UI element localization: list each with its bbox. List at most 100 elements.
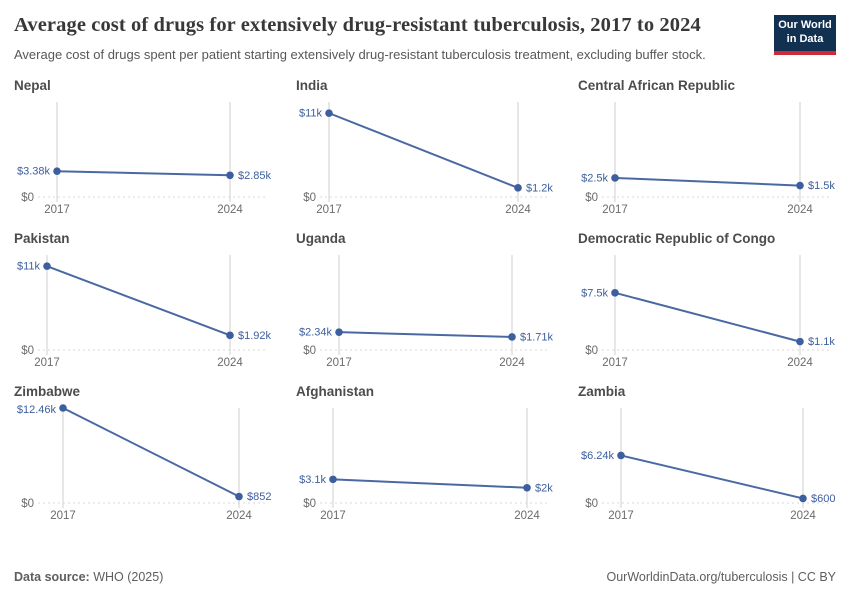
panel-title: Zimbabwe <box>14 384 81 400</box>
x-tick-2017: 2017 <box>34 357 60 369</box>
data-point-2017 <box>325 109 333 118</box>
y-axis-zero-label: $0 <box>303 498 316 510</box>
value-label-2024: $1.92k <box>238 330 272 342</box>
value-label-2024: $1.2k <box>526 183 553 195</box>
x-tick-2017: 2017 <box>326 357 352 369</box>
data-point-2024 <box>235 492 243 501</box>
chart-panel-afghanistan: Afghanistan $0 2017 2024 $3.1k $2k <box>296 384 554 526</box>
chart-panel-india: India $0 2017 2024 $11k $1.2k <box>296 78 554 220</box>
data-point-2017 <box>611 289 619 297</box>
series-line <box>338 331 513 339</box>
x-tick-2024: 2024 <box>217 357 243 369</box>
series-line <box>62 407 240 498</box>
series-line <box>614 177 801 187</box>
value-label-2024: $2.85k <box>238 170 272 182</box>
chart-panel-pakistan: Pakistan $0 2017 2024 $11k $1.92k <box>14 231 272 373</box>
x-tick-2017: 2017 <box>608 510 634 522</box>
value-label-2024: $1.5k <box>808 180 835 192</box>
chart-panel-zimbabwe: Zimbabwe $0 2017 2024 $12.46k $852 <box>14 384 272 526</box>
series-line <box>46 265 231 337</box>
x-tick-2017: 2017 <box>50 510 76 522</box>
small-multiples-grid: Nepal $0 2017 2024 $3.38k $2.85k India $0 2017 20… <box>0 78 850 526</box>
panel-plot-zambia: $0 2017 2024 $6.24k $600 <box>581 408 835 522</box>
y-axis-zero-label: $0 <box>21 498 34 510</box>
data-point-2017 <box>59 404 67 413</box>
value-label-2017: $12.46k <box>17 404 57 416</box>
data-point-2024 <box>799 494 807 503</box>
data-point-2024 <box>796 338 804 346</box>
owid-logo: Our World in Data <box>774 15 836 55</box>
value-label-2024: $1.71k <box>520 332 554 344</box>
y-axis-zero-label: $0 <box>303 192 316 204</box>
x-tick-2024: 2024 <box>787 357 813 369</box>
x-tick-2017: 2017 <box>602 357 628 369</box>
panel-title: Zambia <box>578 384 626 400</box>
x-tick-2024: 2024 <box>787 204 813 216</box>
value-label-2017: $3.38k <box>17 166 51 178</box>
x-tick-2024: 2024 <box>499 357 525 369</box>
x-tick-2017: 2017 <box>44 204 70 216</box>
x-tick-2024: 2024 <box>217 204 243 216</box>
data-source-label: Data source: <box>14 570 90 584</box>
panel-plot-zimbabwe: $0 2017 2024 $12.46k $852 <box>17 404 272 522</box>
series-line <box>56 170 231 177</box>
panel-title: Afghanistan <box>296 384 375 400</box>
data-source-value: WHO (2025) <box>89 570 164 584</box>
x-tick-2024: 2024 <box>226 510 252 522</box>
chart-footer: Data source: WHO (2025) OurWorldinData.o… <box>0 562 850 600</box>
x-tick-2017: 2017 <box>316 204 342 216</box>
x-tick-2017: 2017 <box>320 510 346 522</box>
value-label-2024: $2k <box>535 482 553 494</box>
data-point-2017 <box>617 451 625 460</box>
y-axis-zero-label: $0 <box>585 498 598 510</box>
value-label-2017: $7.5k <box>581 288 608 300</box>
panel-title: India <box>296 78 328 94</box>
data-point-2024 <box>796 181 804 190</box>
data-point-2024 <box>226 331 234 340</box>
chart-header: Average cost of drugs for extensively dr… <box>0 0 850 62</box>
chart-panel-zambia: Zambia $0 2017 2024 $6.24k $600 <box>578 384 836 526</box>
panel-plot-nepal: $0 2017 2024 $3.38k $2.85k <box>17 102 272 216</box>
value-label-2017: $2.5k <box>581 173 608 185</box>
value-label-2024: $1.1k <box>808 336 835 348</box>
data-point-2024 <box>226 171 234 180</box>
y-axis-zero-label: $0 <box>585 345 598 357</box>
data-point-2017 <box>329 475 337 484</box>
value-label-2017: $11k <box>17 261 41 273</box>
value-label-2017: $2.34k <box>299 327 333 339</box>
value-label-2017: $11k <box>299 108 323 120</box>
data-point-2017 <box>53 167 61 176</box>
panel-plot-afghanistan: $0 2017 2024 $3.1k $2k <box>299 408 553 522</box>
x-tick-2017: 2017 <box>602 204 628 216</box>
panel-plot-uganda: $0 2017 2024 $2.34k $1.71k <box>299 255 554 369</box>
chart-panel-uganda: Uganda $0 2017 2024 $2.34k $1.71k <box>296 231 554 373</box>
series-line <box>332 478 528 489</box>
license-credit: OurWorldinData.org/tuberculosis | CC BY <box>606 570 837 584</box>
x-tick-2024: 2024 <box>514 510 540 522</box>
panel-title: Uganda <box>296 231 346 247</box>
panel-title: Pakistan <box>14 231 70 247</box>
data-point-2024 <box>523 484 531 492</box>
value-label-2024: $600 <box>811 493 835 505</box>
value-label-2017: $3.1k <box>299 474 326 486</box>
chart-subtitle: Average cost of drugs spent per patient … <box>14 47 706 63</box>
value-label-2024: $852 <box>247 491 271 503</box>
panel-plot-democratic-republic-of-congo: $0 2017 2024 $7.5k $1.1k <box>581 255 835 369</box>
data-point-2024 <box>508 333 516 341</box>
page-title: Average cost of drugs for extensively dr… <box>14 14 701 36</box>
series-line <box>620 454 804 500</box>
data-point-2017 <box>611 174 619 182</box>
logo-line-2: in Data <box>786 32 824 45</box>
data-source: Data source: WHO (2025) <box>14 570 163 584</box>
value-label-2017: $6.24k <box>581 450 615 462</box>
series-line <box>614 292 801 343</box>
panel-plot-central-african-republic: $0 2017 2024 $2.5k $1.5k <box>581 102 835 216</box>
y-axis-zero-label: $0 <box>21 192 34 204</box>
panel-title: Nepal <box>14 78 51 94</box>
data-point-2017 <box>335 328 343 337</box>
y-axis-zero-label: $0 <box>21 345 34 357</box>
y-axis-zero-label: $0 <box>585 192 598 204</box>
